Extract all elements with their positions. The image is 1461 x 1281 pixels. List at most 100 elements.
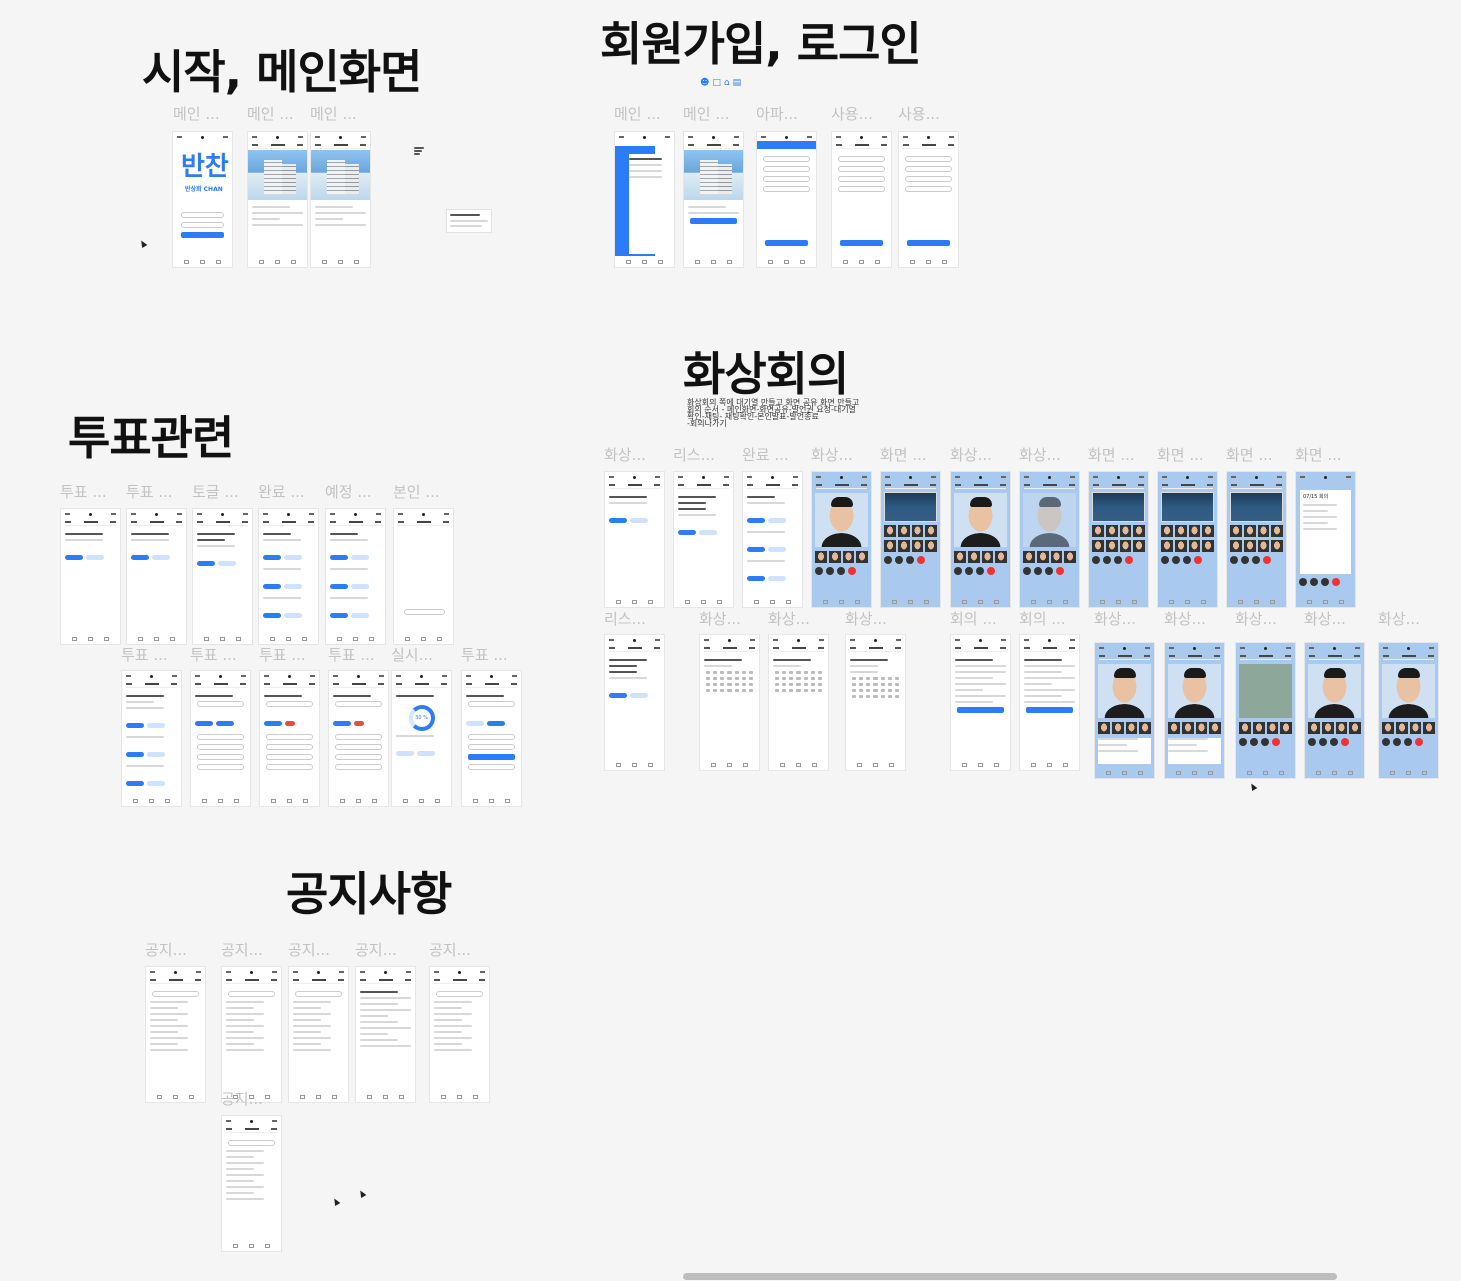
frame-meeting-list-2[interactable] <box>673 471 734 608</box>
section-title-start: 시작, 메인화면 <box>142 45 422 99</box>
section-title-vote: 투표관련 <box>68 411 234 465</box>
frame-main-2[interactable] <box>310 131 371 268</box>
frame-main-logged-in[interactable] <box>683 131 744 268</box>
frame-label-video-7: 화상... <box>1019 446 1061 464</box>
frame-label-vote-2: 투표 ... <box>126 483 173 501</box>
frame-label-video2-8: 화상... <box>1164 610 1206 628</box>
frame-label-auth-3: 아파... <box>756 105 798 123</box>
frame-list-toggle[interactable] <box>604 634 665 771</box>
id-card-icon: ▤ <box>732 78 742 88</box>
frame-label-vote-3: 토글 ... <box>192 483 239 501</box>
frame-video-main-4[interactable] <box>1378 642 1439 779</box>
frame-screen-share-4[interactable] <box>1226 471 1287 608</box>
frame-calendar-2[interactable] <box>768 634 829 771</box>
section-title-notice: 공지사항 <box>286 867 452 921</box>
frame-meeting-agenda[interactable]: 07/15 회의 <box>1295 471 1356 608</box>
frame-user-info-2[interactable] <box>898 131 959 268</box>
person-icon: ☻ <box>700 78 710 88</box>
vote-percent: 30 % <box>415 715 428 721</box>
frame-vote-list-3[interactable] <box>121 670 182 807</box>
frame-label-notice-3: 공지... <box>288 941 330 959</box>
frame-meeting-detail-1[interactable] <box>950 634 1011 771</box>
app-logo-sub: 반상회 CHAN <box>185 186 223 193</box>
frame-label-video2-2: 화상... <box>699 610 741 628</box>
frame-calendar-1[interactable] <box>699 634 760 771</box>
frame-label-video2-9: 화상... <box>1235 610 1277 628</box>
meeting-date-label: 07/15 회의 <box>1303 494 1329 500</box>
frame-notice-list-5[interactable] <box>221 1115 282 1252</box>
frame-video-overlay[interactable] <box>1019 471 1080 608</box>
vote-progress-dial <box>408 705 435 731</box>
video-note-line-2: 회의 순서 - 메인화면-화면공유-발언권 요청-대기열 <box>687 405 856 414</box>
frame-label-video-5: 화면 ... <box>880 446 927 464</box>
frame-vote-scheduled[interactable] <box>325 508 386 645</box>
frame-apartment-form[interactable] <box>756 131 817 268</box>
frame-label-vote2-4: 투표 ... <box>328 646 375 664</box>
frame-video-main-2[interactable] <box>950 471 1011 608</box>
frame-vote-realtime[interactable]: 30 % <box>391 670 452 807</box>
frame-label-vote-4: 완료 ... <box>258 483 305 501</box>
frame-label-notice-2: 공지... <box>221 941 263 959</box>
frame-label-notice2-1: 공지... <box>221 1090 263 1108</box>
frame-label-auth-5: 사용... <box>898 105 940 123</box>
canvas-horizontal-scrollbar[interactable] <box>683 1273 1337 1280</box>
frame-video-main-3[interactable] <box>1304 642 1365 779</box>
frame-video-chat-2[interactable] <box>1164 642 1225 779</box>
frame-label-vote-1: 투표 ... <box>60 483 107 501</box>
frame-label-vote2-3: 투표 ... <box>259 646 306 664</box>
video-note-line-1: 화상회의 쪽에 대기열 만들고 화면 공유 화면 만들고 <box>687 398 860 407</box>
frame-label-video2-7: 화상... <box>1094 610 1136 628</box>
frame-vote-list-2[interactable] <box>126 508 187 645</box>
frame-notice-list-1[interactable] <box>145 966 206 1103</box>
section-title-video: 화상회의 <box>683 347 849 401</box>
frame-vote-options-1[interactable] <box>190 670 251 807</box>
auth-icon-row: ☻ □ ⌂ ▤ <box>700 78 741 88</box>
frame-vote-options-3[interactable] <box>328 670 389 807</box>
frame-screen-share-1[interactable] <box>880 471 941 608</box>
frame-meeting-detail-2[interactable] <box>1019 634 1080 771</box>
frame-label-video-6: 화상... <box>950 446 992 464</box>
frame-label-start-3: 메인 ... <box>310 105 357 123</box>
frame-label-video-4: 화상... <box>811 446 853 464</box>
frame-screen-share-3[interactable] <box>1157 471 1218 608</box>
frame-label-video-1: 화상... <box>604 446 646 464</box>
frame-label-notice-5: 공지... <box>429 941 471 959</box>
frame-video-main-1[interactable] <box>811 471 872 608</box>
video-note-line-4: -회의나가기 <box>687 419 727 428</box>
frame-label-vote2-1: 투표 ... <box>121 646 168 664</box>
frame-user-info-1[interactable] <box>831 131 892 268</box>
frame-label-video2-10: 화상... <box>1304 610 1346 628</box>
frame-label-vote2-6: 투표 ... <box>461 646 508 664</box>
frame-vote-toggle[interactable] <box>192 508 253 645</box>
frame-identity-check[interactable] <box>393 508 454 645</box>
frame-screen-share-2[interactable] <box>1088 471 1149 608</box>
frame-label-video2-5: 회의 ... <box>950 610 997 628</box>
chat-icon: □ <box>712 78 721 88</box>
frame-video-camera-off[interactable] <box>1235 642 1296 779</box>
frame-vote-results[interactable] <box>461 670 522 807</box>
loose-note <box>414 146 428 162</box>
frame-label-vote-6: 본인 ... <box>393 483 440 501</box>
frame-vote-list-1[interactable] <box>60 508 121 645</box>
frame-label-video-3: 완료 ... <box>742 446 789 464</box>
frame-notice-list-2[interactable] <box>221 966 282 1103</box>
video-note-line-3: 확인-채팅- 채팅확인-본인발표-발언종료 <box>687 412 819 421</box>
frame-splash[interactable]: 반찬 반상회 CHAN <box>172 131 233 268</box>
frame-notice-list-3[interactable] <box>288 966 349 1103</box>
frame-meeting-completed[interactable] <box>742 471 803 608</box>
frame-calendar-3[interactable] <box>845 634 906 771</box>
frame-video-chat-1[interactable] <box>1094 642 1155 779</box>
frame-label-auth-4: 사용... <box>831 105 873 123</box>
frame-label-video2-4: 화상... <box>845 610 887 628</box>
frame-vote-completed[interactable] <box>258 508 319 645</box>
frame-label-video-8: 화면 ... <box>1088 446 1135 464</box>
frame-label-video-2: 리스... <box>673 446 715 464</box>
frame-meeting-list-1[interactable] <box>604 471 665 608</box>
frame-vote-options-2[interactable] <box>259 670 320 807</box>
frame-main-1[interactable] <box>247 131 308 268</box>
frame-notice-detail[interactable] <box>355 966 416 1103</box>
section-title-auth: 회원가입, 로그인 <box>600 17 922 71</box>
frame-label-video-10: 화면 ... <box>1226 446 1273 464</box>
frame-notice-list-4[interactable] <box>429 966 490 1103</box>
frame-drawer-menu[interactable] <box>614 131 675 268</box>
